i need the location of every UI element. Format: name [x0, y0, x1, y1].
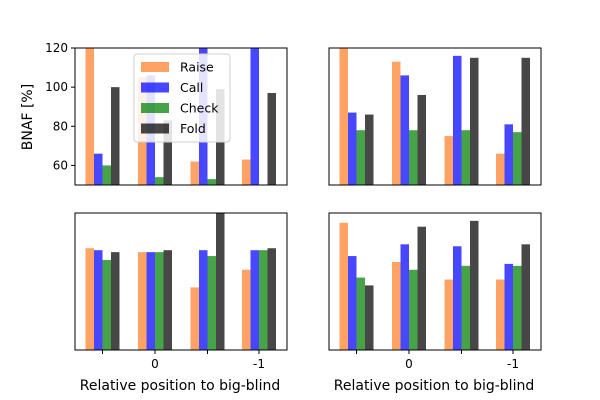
- bar-check-0: [356, 277, 365, 350]
- bar-raise-1: [138, 252, 147, 350]
- bar-check-2: [207, 179, 216, 185]
- x-tick-label: -1: [253, 357, 265, 371]
- bar-fold-3: [267, 248, 276, 350]
- bar-check-1: [409, 269, 418, 350]
- y-tick-label: 80: [53, 119, 68, 133]
- bar-raise-0: [339, 222, 348, 350]
- bar-call-3: [504, 263, 513, 350]
- bar-fold-0: [365, 114, 374, 185]
- legend-swatch-raise: [141, 62, 169, 72]
- bar-fold-0: [365, 285, 374, 350]
- bar-raise-3: [242, 159, 251, 185]
- bar-call-1: [400, 244, 409, 350]
- bars: [339, 220, 530, 350]
- bar-call-2: [453, 55, 462, 185]
- bar-check-0: [356, 130, 365, 185]
- legend-box: [133, 53, 231, 143]
- bar-raise-2: [444, 136, 453, 185]
- legend-label-fold: Fold: [180, 121, 206, 136]
- bar-check-2: [207, 256, 216, 350]
- y-axis-label: BNAF [%]: [20, 84, 36, 150]
- bar-raise-1: [392, 261, 401, 350]
- bar-raise-0: [339, 48, 348, 185]
- bar-fold-2: [470, 220, 479, 350]
- bar-fold-0: [111, 252, 120, 350]
- bar-raise-3: [496, 279, 505, 350]
- bar-fold-0: [111, 87, 120, 185]
- legend: Raise Call Check Fold: [133, 53, 231, 143]
- bar-raise-0: [85, 48, 94, 185]
- bar-raise-2: [444, 279, 453, 350]
- bar-call-3: [504, 124, 513, 185]
- bar-call-1: [146, 252, 155, 350]
- bar-raise-3: [496, 153, 505, 185]
- bar-fold-3: [521, 244, 530, 350]
- legend-swatch-call: [141, 82, 169, 93]
- bar-call-0: [94, 153, 103, 185]
- x-tick-label: -1: [507, 357, 519, 371]
- bar-raise-3: [242, 269, 251, 350]
- bar-call-2: [199, 250, 208, 350]
- bar-check-0: [102, 165, 111, 185]
- bar-call-3: [250, 48, 259, 185]
- bar-fold-1: [163, 120, 172, 185]
- bar-raise-1: [392, 61, 401, 185]
- bar-check-3: [259, 250, 268, 350]
- x-axis-label-right: Relative position to big-blind: [334, 378, 534, 394]
- x-tick-label: 0: [151, 357, 159, 371]
- legend-label-raise: Raise: [180, 60, 214, 75]
- panel-bottom-left: 0 -1: [74, 212, 288, 371]
- y-tick-label: 120: [45, 41, 68, 55]
- bar-call-0: [348, 112, 357, 185]
- bar-fold-3: [267, 93, 276, 185]
- bars: [339, 48, 530, 185]
- bar-call-1: [400, 75, 409, 185]
- x-tick-label: 0: [405, 357, 413, 371]
- legend-label-check: Check: [180, 101, 219, 116]
- bar-fold-2: [470, 57, 479, 185]
- bar-raise-2: [190, 161, 199, 185]
- bar-call-0: [348, 256, 357, 350]
- bar-check-1: [155, 252, 164, 350]
- panel-top-right: [328, 47, 542, 186]
- y-tick-label: 60: [53, 158, 68, 172]
- bar-fold-1: [163, 250, 172, 350]
- bar-call-3: [250, 250, 259, 350]
- axes-frame: [328, 47, 542, 186]
- bar-check-0: [102, 259, 111, 350]
- bar-fold-2: [216, 213, 225, 350]
- bar-call-0: [94, 250, 103, 350]
- axes-frame: [74, 47, 288, 186]
- x-axis-label-left: Relative position to big-blind: [80, 378, 280, 394]
- bar-raise-2: [190, 287, 199, 350]
- axes-frame: [328, 212, 542, 351]
- bar-check-1: [409, 130, 418, 185]
- bars: [85, 213, 276, 350]
- bar-check-1: [155, 177, 164, 185]
- axes-frame: [74, 212, 288, 351]
- bar-fold-1: [417, 226, 426, 350]
- legend-swatch-fold: [141, 123, 169, 134]
- legend-swatch-check: [141, 103, 169, 113]
- bar-check-3: [513, 132, 522, 185]
- bar-call-2: [453, 246, 462, 350]
- bar-fold-3: [521, 57, 530, 185]
- bar-fold-1: [417, 94, 426, 185]
- bar-raise-0: [85, 248, 94, 350]
- bar-check-3: [513, 265, 522, 350]
- y-tick-label: 100: [45, 80, 68, 94]
- bar-check-2: [461, 265, 470, 350]
- bar-check-2: [461, 130, 470, 185]
- legend-label-call: Call: [180, 80, 203, 95]
- panel-bottom-right: 0 -1: [328, 212, 542, 371]
- panels: 60 80 100 120 0 -1 0 -1: [45, 41, 542, 371]
